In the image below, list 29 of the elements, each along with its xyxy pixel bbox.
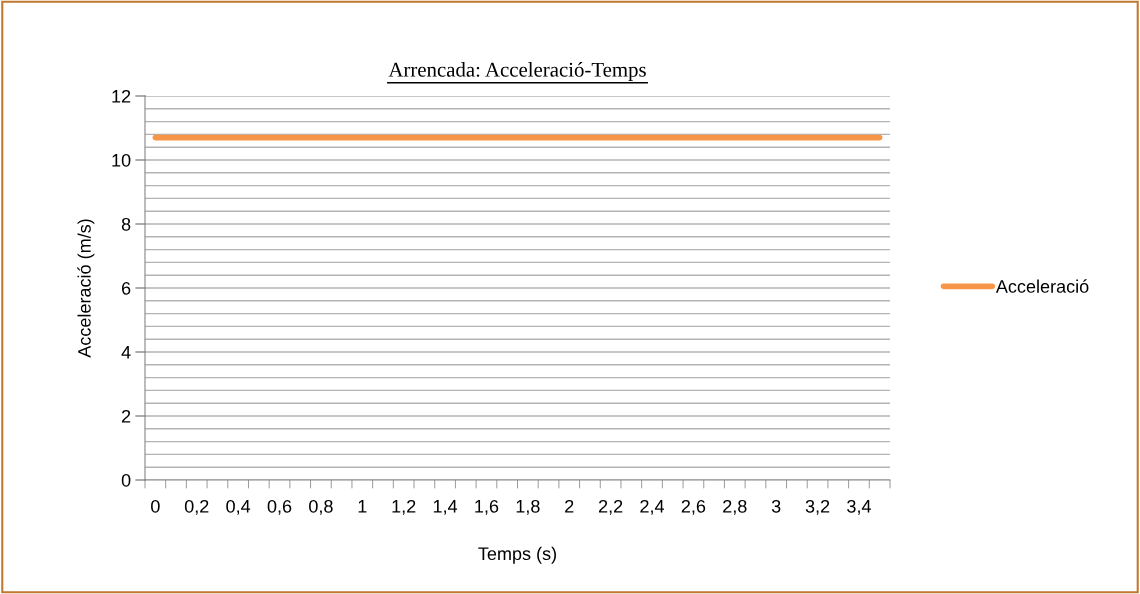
y-tick-label: 2 — [121, 409, 131, 423]
x-tick-label: 0 — [151, 499, 160, 513]
x-tick-label: 0,4 — [226, 499, 251, 515]
x-tick-label: 2 — [565, 499, 574, 513]
x-tick-label: 2,6 — [681, 499, 706, 515]
y-tick-label: 10 — [112, 153, 131, 167]
x-tick-label: 1,2 — [392, 499, 416, 515]
x-tick-label: 3,2 — [805, 499, 830, 515]
x-tick-label: 0,6 — [267, 499, 292, 515]
x-tick-label: 1 — [358, 500, 367, 513]
y-tick-label: 6 — [121, 281, 131, 295]
x-tick-label: 2,8 — [723, 499, 747, 515]
x-tick-label: 2,4 — [640, 499, 665, 515]
x-tick-label: 3 — [771, 499, 781, 513]
x-tick-label: 0,2 — [184, 499, 209, 515]
x-axis-title: Temps (s) — [478, 546, 556, 564]
x-tick-label: 1,6 — [475, 499, 499, 515]
x-tick-label: 3,4 — [847, 499, 871, 515]
y-tick-label: 8 — [121, 217, 131, 231]
y-tick-label: 4 — [121, 346, 131, 359]
y-axis-title: Acceleració (m/s) — [77, 219, 95, 358]
x-tick-label: 0,8 — [309, 499, 333, 515]
y-tick-label: 12 — [112, 89, 131, 103]
x-tick-label: 1,8 — [516, 499, 540, 515]
y-tick-label: 0 — [121, 473, 131, 487]
chart-title: Arrencada: Acceleració-Temps — [388, 62, 646, 81]
legend-label: Acceleració — [995, 279, 1089, 293]
x-tick-label: 1,4 — [433, 500, 458, 515]
x-tick-label: 2,2 — [598, 499, 623, 515]
